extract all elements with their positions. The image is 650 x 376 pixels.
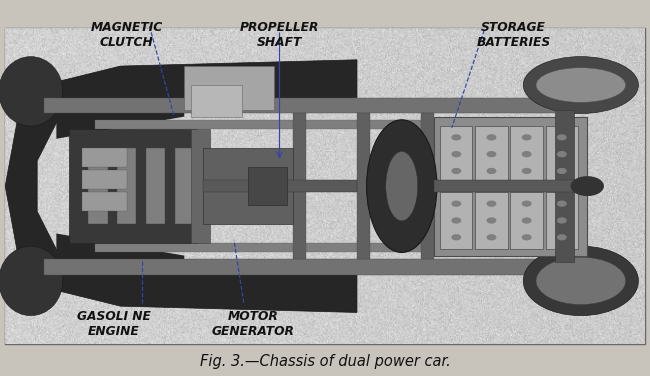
Bar [555, 110, 575, 262]
Circle shape [523, 168, 531, 173]
Bar [475, 192, 508, 249]
Bar [95, 243, 465, 252]
Bar [545, 192, 578, 249]
Circle shape [523, 218, 531, 223]
Circle shape [558, 168, 566, 173]
Circle shape [523, 135, 531, 140]
Ellipse shape [536, 257, 625, 305]
Bar [5, 28, 645, 344]
Text: MOTOR
GENERATOR: MOTOR GENERATOR [212, 310, 295, 338]
Ellipse shape [523, 57, 638, 114]
Bar [510, 192, 543, 249]
Circle shape [488, 152, 496, 156]
Bar [117, 148, 136, 224]
Circle shape [488, 218, 496, 223]
Bar [44, 98, 555, 114]
Bar [510, 126, 543, 183]
Bar [357, 114, 370, 259]
Bar [440, 192, 473, 249]
Bar [82, 193, 127, 211]
Ellipse shape [385, 152, 418, 221]
Circle shape [452, 135, 461, 140]
Circle shape [452, 235, 461, 240]
Circle shape [452, 201, 461, 206]
Bar [146, 148, 165, 224]
Bar [434, 180, 587, 193]
Bar [293, 114, 306, 259]
Circle shape [488, 201, 496, 206]
Ellipse shape [0, 57, 63, 126]
Ellipse shape [0, 246, 63, 315]
Bar [95, 120, 465, 129]
Bar [175, 148, 194, 224]
Bar [185, 66, 274, 110]
Ellipse shape [367, 120, 437, 252]
Bar [190, 129, 210, 243]
Bar [421, 114, 434, 259]
Text: MAGNETIC
CLUTCH: MAGNETIC CLUTCH [90, 21, 163, 49]
Polygon shape [5, 60, 357, 312]
Bar [475, 126, 508, 183]
Circle shape [452, 152, 461, 156]
Circle shape [452, 168, 461, 173]
Circle shape [571, 177, 603, 196]
Circle shape [488, 168, 496, 173]
Circle shape [558, 235, 566, 240]
Bar [82, 148, 127, 167]
Circle shape [558, 218, 566, 223]
Circle shape [558, 135, 566, 140]
Bar [44, 259, 555, 274]
Text: STORAGE
BATTERIES: STORAGE BATTERIES [476, 21, 551, 49]
Polygon shape [57, 233, 185, 268]
Bar [440, 126, 473, 183]
Circle shape [523, 235, 531, 240]
Circle shape [452, 218, 461, 223]
Text: GASOLI NE
ENGINE: GASOLI NE ENGINE [77, 310, 151, 338]
Bar [545, 126, 578, 183]
Bar [434, 117, 587, 256]
Bar [190, 85, 242, 117]
Circle shape [558, 152, 566, 156]
Polygon shape [57, 104, 185, 139]
Text: Fig. 3.—Chassis of dual power car.: Fig. 3.—Chassis of dual power car. [200, 354, 450, 369]
Bar [82, 170, 127, 189]
Bar [203, 180, 357, 193]
Ellipse shape [536, 68, 625, 102]
Bar [88, 148, 107, 224]
Text: PROPELLER
SHAFT: PROPELLER SHAFT [240, 21, 319, 49]
Circle shape [523, 152, 531, 156]
Circle shape [488, 135, 496, 140]
Circle shape [523, 201, 531, 206]
Bar [203, 148, 293, 224]
Bar [248, 167, 287, 205]
Ellipse shape [523, 246, 638, 315]
Bar [69, 129, 197, 243]
Circle shape [558, 201, 566, 206]
Circle shape [488, 235, 496, 240]
